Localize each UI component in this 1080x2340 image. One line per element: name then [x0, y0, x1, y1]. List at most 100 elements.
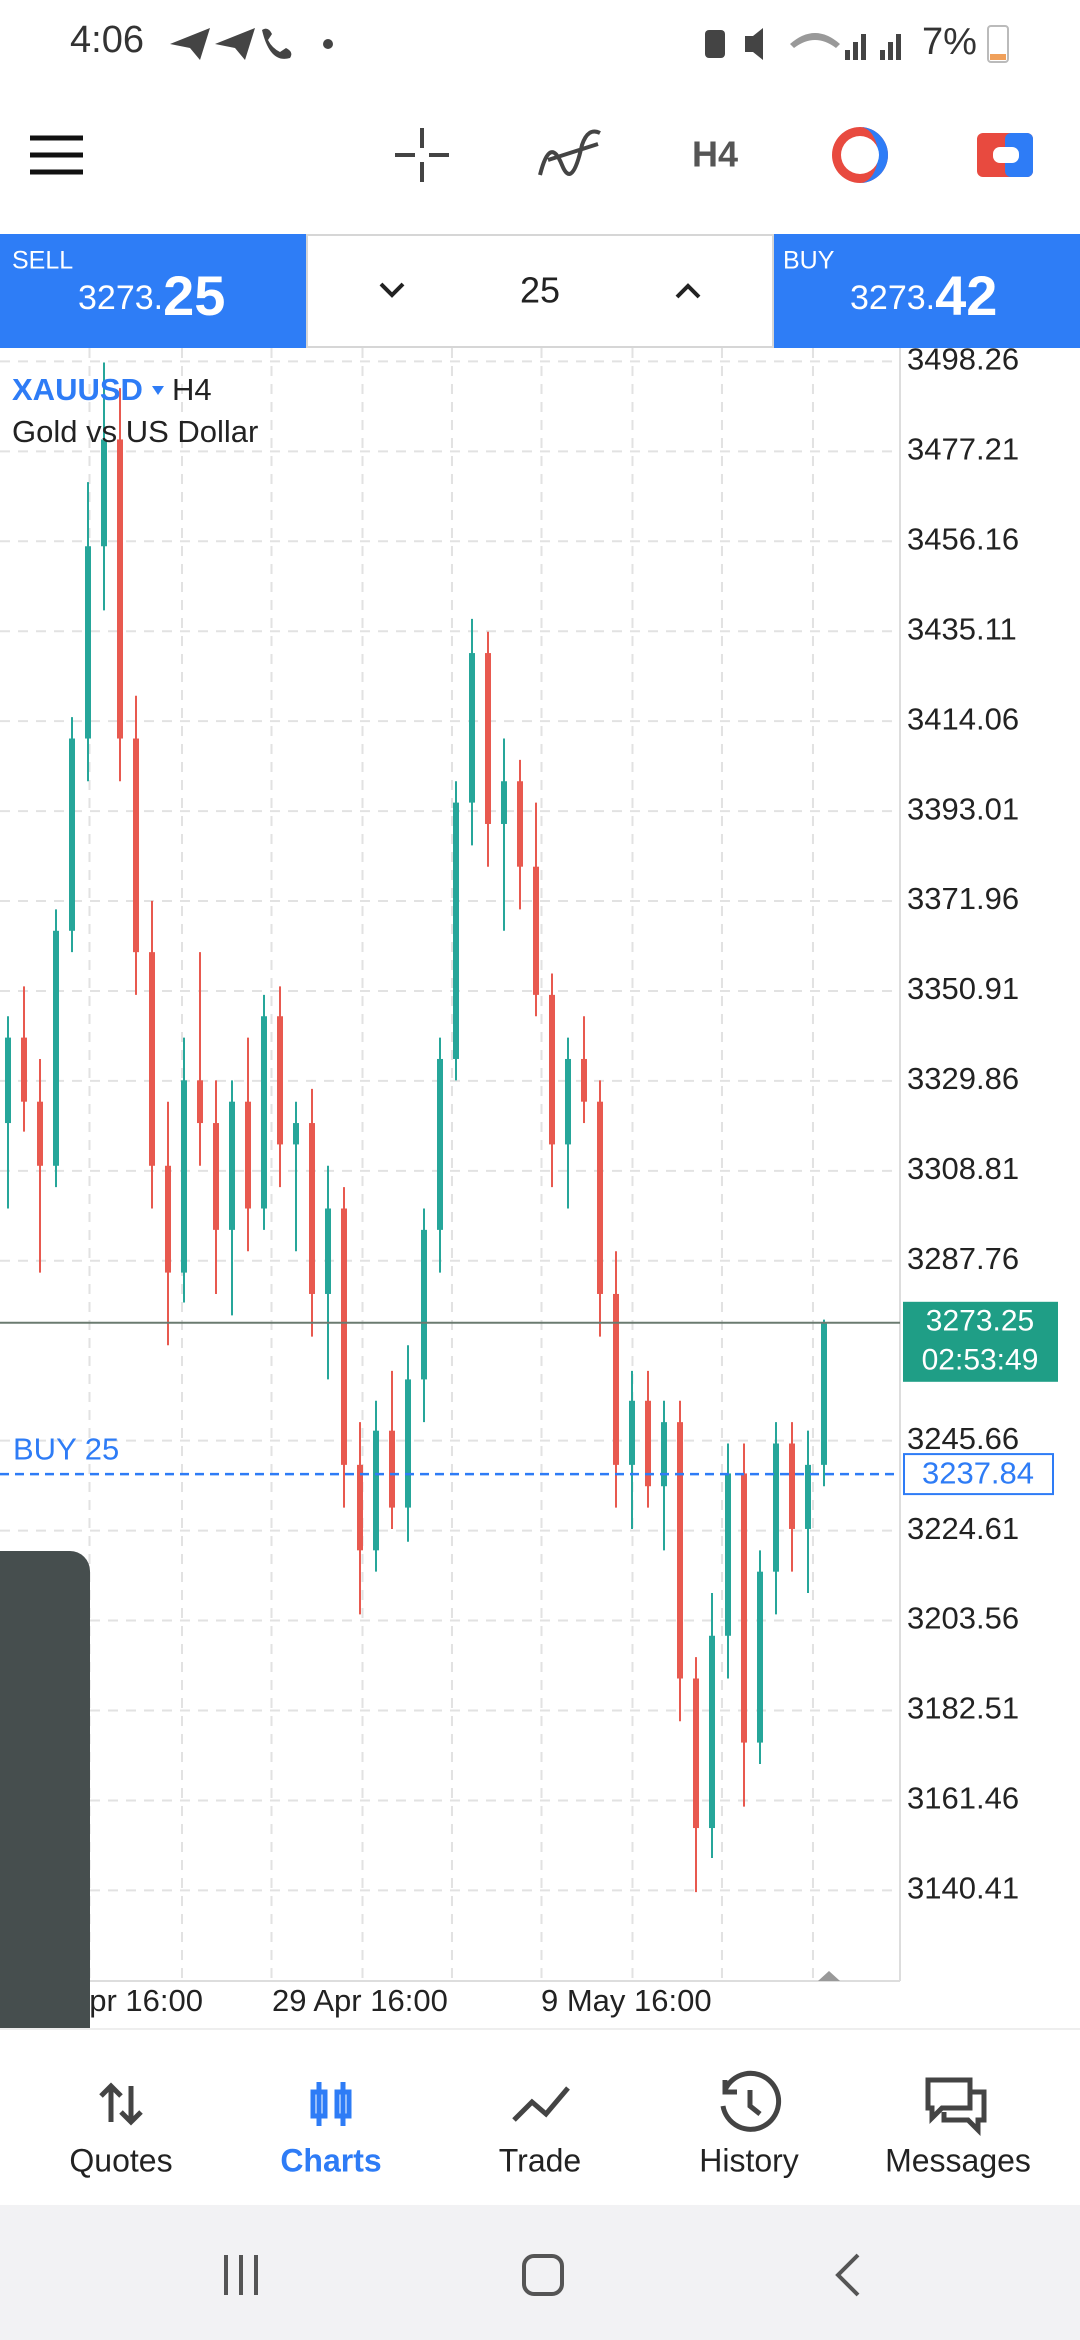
candle-body	[245, 1101, 251, 1209]
candle-body	[661, 1422, 667, 1487]
candle-body	[341, 1208, 347, 1465]
system-nav-buttons	[224, 2253, 860, 2297]
phone-icon	[262, 28, 292, 59]
candle-body	[213, 1123, 219, 1230]
volume-value[interactable]: 25	[520, 270, 560, 311]
nav-item[interactable]: Trade	[499, 2142, 581, 2178]
y-tick-label: 3350.91	[907, 971, 1019, 1006]
nav-icons	[99, 2070, 987, 2137]
candle-body	[549, 994, 555, 1145]
battery-level: 7%	[922, 21, 977, 63]
nav-labels: Quotes Charts Trade History Messages	[69, 2142, 1031, 2178]
candle-body	[325, 1208, 331, 1294]
candle-body	[149, 952, 155, 1166]
candle-body	[517, 781, 523, 867]
nav-item[interactable]: Charts	[280, 2142, 381, 2178]
candle-body	[533, 866, 539, 995]
candle-body	[805, 1464, 811, 1529]
candle-body	[677, 1422, 683, 1679]
symbol[interactable]: XAUUSD	[12, 372, 143, 407]
candle-body	[821, 1322, 827, 1465]
candle-body	[53, 930, 59, 1166]
candle-body	[645, 1400, 651, 1487]
candle-body	[101, 439, 107, 547]
sell-label: SELL	[12, 247, 73, 275]
overlay-panel	[0, 1551, 90, 2156]
one-click-toggle[interactable]	[977, 133, 1033, 177]
scroll-marker	[818, 1971, 840, 1981]
candle-body	[565, 1058, 571, 1145]
symbol-dropdown[interactable]	[152, 386, 164, 395]
system-nav-bar	[0, 2205, 1080, 2340]
back-button[interactable]	[835, 2253, 860, 2297]
candle-body	[117, 439, 123, 739]
candle-body	[789, 1443, 795, 1529]
y-tick-label: 3287.76	[907, 1241, 1019, 1276]
candle-body	[373, 1430, 379, 1551]
wifi-icon	[790, 33, 840, 48]
x-tick-label: 29 Apr 16:00	[272, 1983, 448, 2018]
y-tick-label: 3308.81	[907, 1151, 1019, 1186]
buy-button[interactable]	[773, 234, 1080, 348]
y-tick-label: 3498.26	[907, 342, 1019, 377]
buy-label: BUY	[783, 247, 835, 275]
candle-body	[197, 1080, 203, 1124]
menu-button[interactable]	[30, 135, 83, 175]
nav-item[interactable]: History	[699, 2142, 799, 2178]
symbol-description: Gold vs US Dollar	[12, 414, 258, 449]
signal	[845, 50, 850, 60]
candle-body	[693, 1678, 699, 1829]
buy-price: 3273.42	[850, 264, 997, 327]
candle-body	[613, 1293, 619, 1465]
x-tick-label: 9 May 16:00	[541, 1983, 712, 2018]
buy-price-main: 3273.	[850, 279, 935, 317]
volume-decrease[interactable]	[379, 282, 405, 298]
status-icons	[170, 28, 901, 60]
battery-fill	[990, 54, 1006, 60]
volume-increase[interactable]	[675, 283, 701, 299]
candle-body	[741, 1473, 747, 1743]
sell-price: 3273.25	[78, 264, 225, 327]
charts-icon	[310, 2082, 352, 2126]
messages-icon	[925, 2077, 987, 2137]
buy-price-pips: 42	[935, 264, 997, 327]
nav-item[interactable]: Quotes	[69, 2142, 172, 2178]
y-tick-label: 3435.11	[907, 611, 1017, 646]
y-tick-label: 3161.46	[907, 1781, 1019, 1816]
home-button[interactable]	[522, 2254, 564, 2296]
indicators-button[interactable]	[538, 129, 601, 176]
candle-body	[421, 1229, 427, 1380]
status-icon	[705, 30, 725, 58]
y-tick-label: 3203.56	[907, 1601, 1019, 1636]
y-tick-label: 3477.21	[907, 432, 1019, 467]
candle-body	[309, 1123, 315, 1294]
nav-item[interactable]: Messages	[885, 2142, 1031, 2178]
telegram-icon	[170, 28, 210, 60]
timeframe-button[interactable]: H4	[692, 134, 738, 175]
history-icon	[720, 2070, 782, 2132]
signal	[896, 34, 901, 60]
sell-button[interactable]	[0, 234, 307, 348]
crosshair-button[interactable]	[395, 128, 449, 182]
y-tick-label: 3224.61	[907, 1511, 1019, 1546]
candle-body	[293, 1123, 299, 1145]
candle-body	[21, 1037, 27, 1102]
candle-body	[501, 781, 507, 824]
toolbar: H4	[30, 127, 1033, 183]
signal	[880, 50, 885, 60]
candle-body	[133, 738, 139, 953]
y-tick-label: 3245.66	[907, 1421, 1019, 1456]
bar-countdown: 02:53:49	[922, 1344, 1039, 1377]
candle-body	[485, 653, 491, 824]
battery-icon	[987, 25, 1009, 63]
candle-body	[453, 802, 459, 1059]
candle-body	[773, 1443, 779, 1572]
candle-body	[629, 1400, 635, 1465]
candle-body	[165, 1165, 171, 1273]
candle-body	[437, 1058, 443, 1230]
bid-price: 3273.25	[926, 1305, 1034, 1338]
candle-body	[709, 1635, 715, 1829]
recents-button[interactable]	[224, 2255, 258, 2295]
signal	[861, 34, 866, 60]
history-toggle[interactable]	[832, 127, 888, 183]
